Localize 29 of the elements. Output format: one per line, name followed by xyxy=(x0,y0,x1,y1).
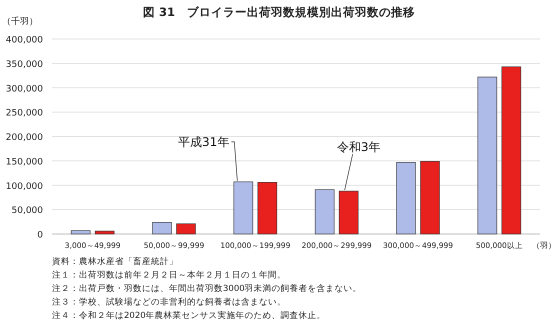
y-tick-label: 300,000 xyxy=(6,84,44,94)
text: 資料：農林水産省「畜産統計」 xyxy=(52,256,178,267)
y-tick-label: 200,000 xyxy=(6,133,44,143)
y-tick-label: 150,000 xyxy=(6,157,44,168)
y-tick-label: 100,000 xyxy=(6,182,44,192)
text: 注４：令和２年は2020年農林業センサス実施年のため、調査休止。 xyxy=(52,310,326,321)
y-tick-label: 350,000 xyxy=(6,60,44,70)
bar xyxy=(152,222,172,234)
x-axis-title: （羽） xyxy=(532,241,556,250)
bar xyxy=(478,76,498,234)
y-tick-label: 250,000 xyxy=(6,108,44,119)
bar xyxy=(502,66,522,234)
bar xyxy=(258,182,278,234)
bar xyxy=(396,162,416,234)
text: 注２：出荷戸数・羽数には、年間出荷羽数3000羽未満の飼養者を含まない。 xyxy=(52,283,362,294)
y-tick-label: 50,000 xyxy=(12,206,44,216)
bar xyxy=(420,161,440,234)
text: 令和3年 xyxy=(336,140,380,154)
y-tick-label: 400,000 xyxy=(6,36,44,46)
text: 注３：学校、試験場などの非営利的な飼養者は含まない。 xyxy=(52,296,286,308)
bar xyxy=(314,189,334,234)
bar xyxy=(94,230,114,234)
chart-title: 図 31 ブロイラー出荷羽数規模別出荷羽数の推移 xyxy=(142,5,416,19)
bar xyxy=(176,223,196,234)
text: 注１：出荷羽数は前年２月２日～本年２月１日の１年間。 xyxy=(52,270,286,280)
bar xyxy=(70,230,90,234)
y-axis-title: （千羽） xyxy=(2,16,38,27)
text: 平成31年 xyxy=(178,134,230,149)
y-tick-label: 0 xyxy=(37,230,44,240)
